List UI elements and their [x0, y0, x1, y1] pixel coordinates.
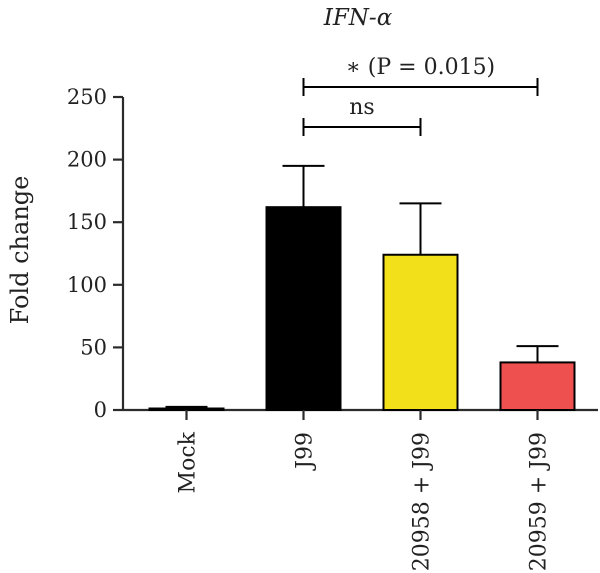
x-category-label: Mock	[176, 431, 201, 493]
y-tick-label: 100	[67, 273, 107, 297]
significance-label: ns	[349, 95, 374, 120]
bar	[499, 361, 576, 412]
y-tick-label: 250	[67, 85, 107, 109]
y-tick-label: 0	[94, 398, 107, 422]
x-category-label: 20958 + J99	[410, 432, 435, 571]
y-tick-label: 200	[67, 148, 107, 172]
x-category-label: J99	[293, 432, 318, 471]
y-tick-label: 50	[80, 335, 107, 359]
bar	[382, 253, 459, 411]
bar	[265, 206, 342, 411]
significance-label: ∗ (P = 0.015)	[346, 55, 495, 80]
y-tick-label: 150	[67, 210, 107, 234]
x-category-label: 20959 + J99	[527, 432, 552, 571]
chart-title: IFN-α	[323, 5, 393, 31]
y-axis-title: Fold change	[6, 176, 34, 325]
plot-area: 0 50 100 150 200 250 Mock J99 20958 + J99 20959 +…	[67, 55, 598, 571]
bar	[148, 407, 225, 411]
